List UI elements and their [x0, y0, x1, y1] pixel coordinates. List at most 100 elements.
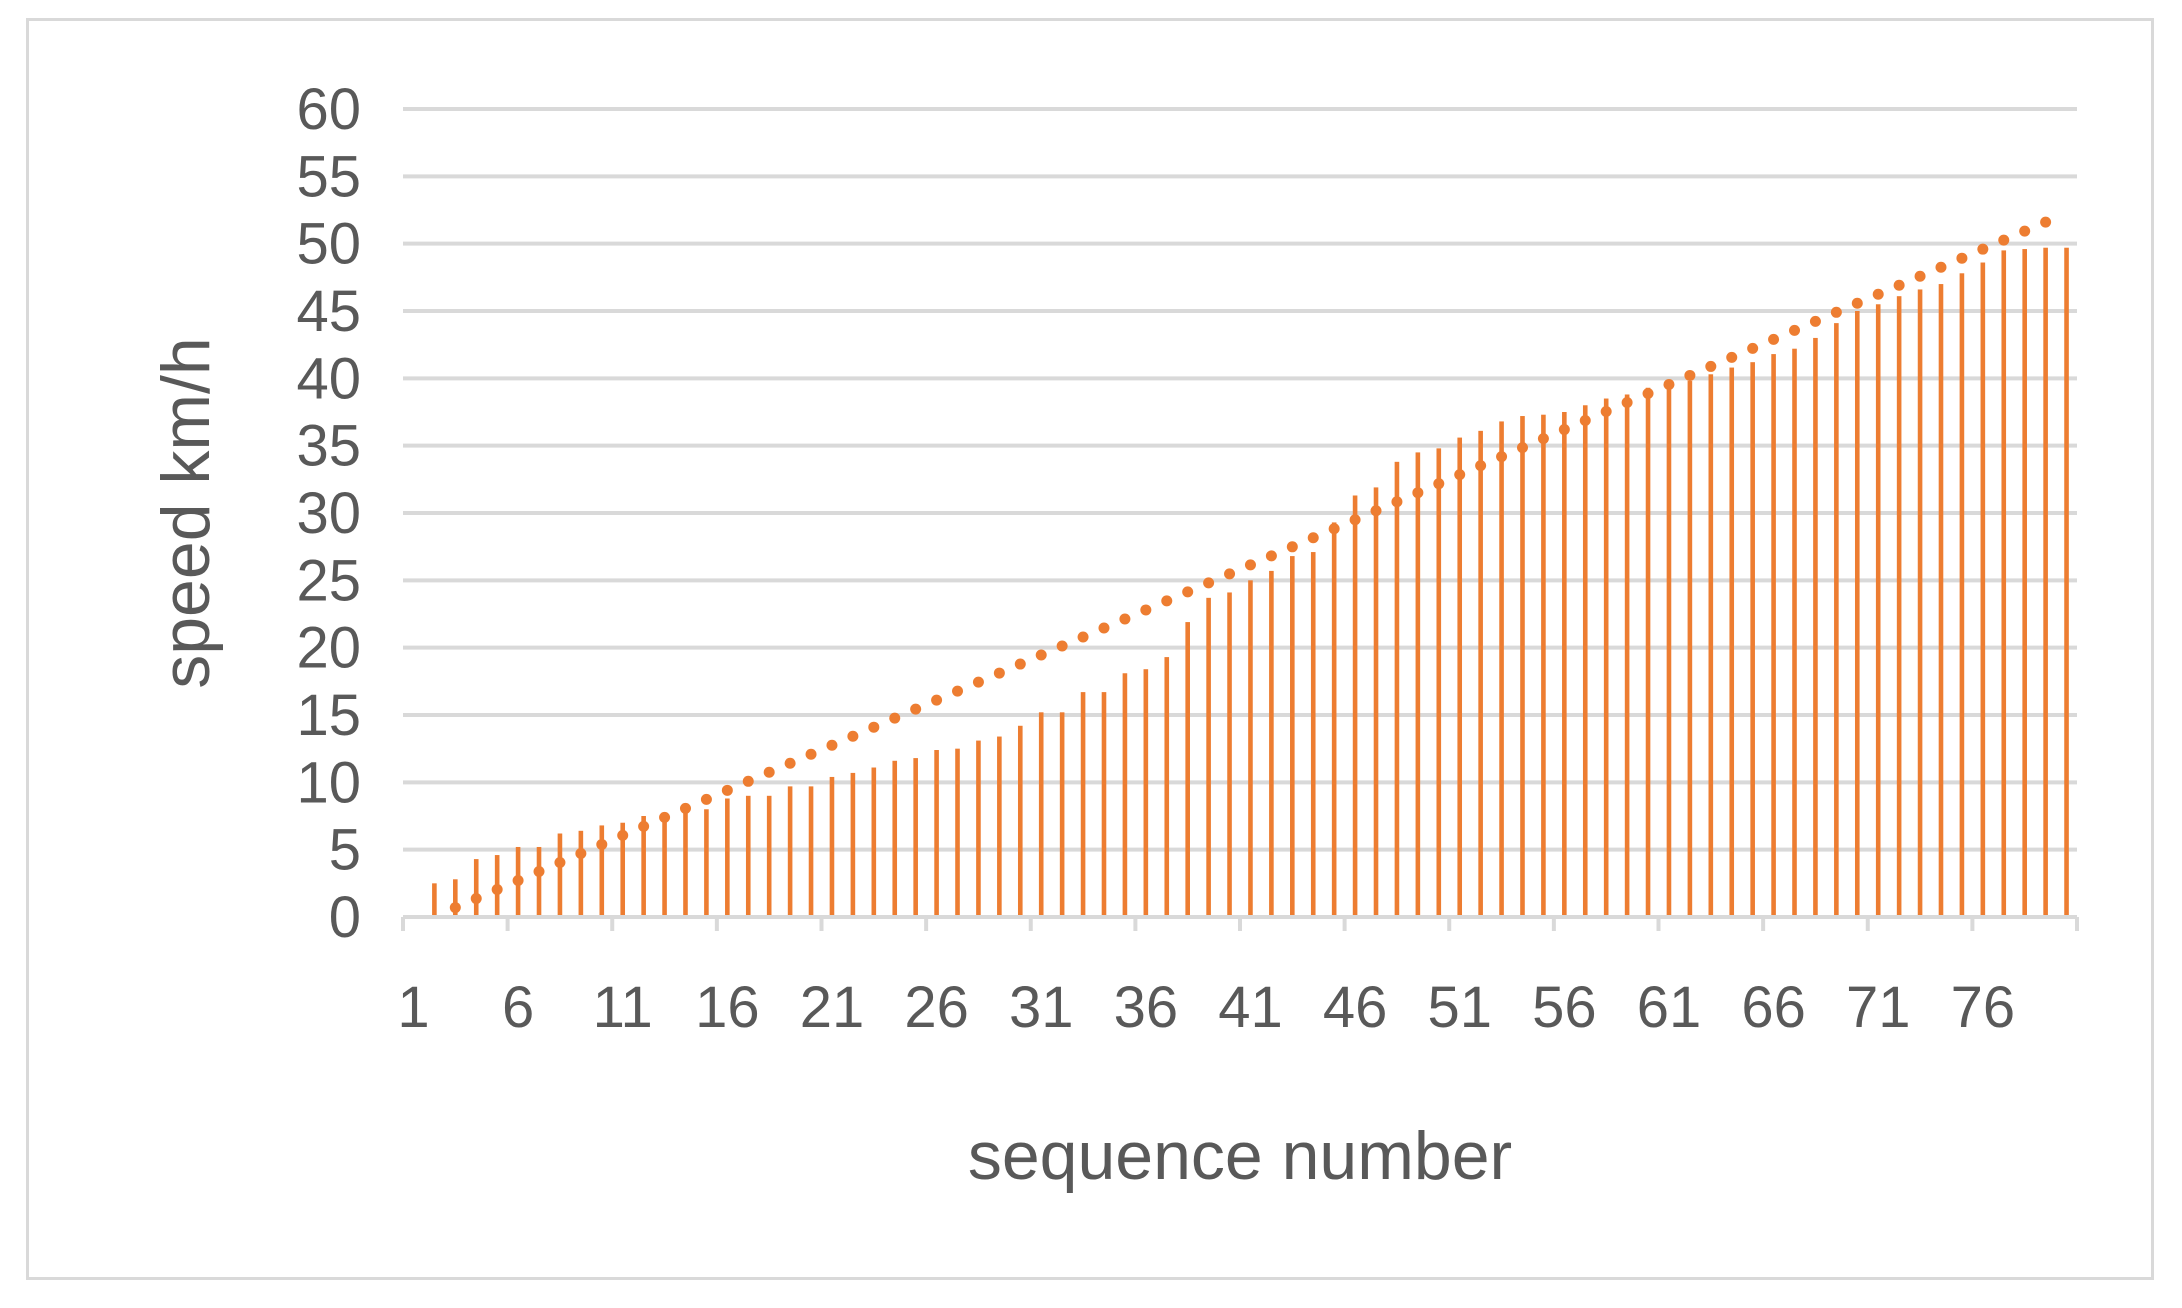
trend-point: [868, 721, 880, 733]
y-tick-label: 60: [296, 77, 361, 142]
bar: [1938, 284, 1944, 918]
bar: [578, 830, 584, 917]
bar: [1206, 597, 1211, 917]
trend-point: [1056, 640, 1068, 652]
trend-point: [1224, 568, 1236, 580]
bar: [1980, 262, 1986, 917]
trend-point: [1914, 270, 1926, 282]
trend-point: [742, 775, 754, 787]
bar: [1185, 622, 1190, 917]
y-tick-label: 45: [296, 279, 361, 344]
trend-point: [1244, 559, 1256, 571]
trend-point: [889, 712, 901, 724]
trend-point: [1663, 378, 1675, 390]
trend-point: [763, 766, 775, 778]
trend-point: [512, 875, 524, 887]
y-tick-label: 0: [329, 885, 361, 950]
bar: [1959, 273, 1965, 917]
x-tick-label: 21: [800, 975, 865, 1040]
trend-point: [1851, 297, 1863, 309]
bar: [620, 822, 626, 917]
trend-point: [805, 748, 817, 760]
bar: [1854, 311, 1860, 917]
axis-layer: [401, 915, 2079, 931]
bar: [2064, 247, 2069, 917]
trend-point: [1621, 397, 1633, 409]
y-tick-label: 30: [296, 481, 361, 546]
trend-point: [1872, 288, 1884, 300]
bar: [1101, 692, 1107, 917]
trend-point: [2040, 216, 2052, 228]
trend-point: [1935, 261, 1947, 273]
trend-point: [1537, 433, 1549, 445]
trend-point: [533, 865, 545, 877]
bar: [1771, 354, 1776, 917]
bar: [1038, 712, 1044, 917]
bar: [1520, 416, 1525, 917]
trend-point: [1893, 279, 1905, 291]
bar: [2043, 247, 2048, 917]
trend-point: [1726, 351, 1738, 363]
trend-point: [1789, 324, 1801, 336]
trend-point: [1558, 424, 1570, 436]
bar: [997, 736, 1002, 917]
y-tick-label: 25: [296, 548, 361, 613]
x-tick-label: 61: [1637, 975, 1702, 1040]
bar: [704, 809, 709, 917]
trend-point: [1684, 369, 1696, 381]
bar: [1896, 296, 1902, 918]
chart-frame: 0 5 10 15 20 25 30 35 40 45 50 55 60 1 6 11 16 21 26 31 36 41…: [26, 18, 2154, 1280]
x-tick-label: 71: [1846, 975, 1911, 1040]
y-tick-label: 55: [296, 144, 361, 209]
trend-point: [847, 730, 859, 742]
bar: [2022, 249, 2027, 917]
x-tick-label: 46: [1323, 975, 1388, 1040]
bar: [1080, 692, 1086, 917]
bar: [850, 772, 856, 917]
trend-point: [1412, 487, 1424, 499]
bar: [892, 760, 898, 917]
bar: [1269, 570, 1274, 917]
trend-point: [1809, 315, 1821, 327]
y-tick-label: 40: [296, 346, 361, 411]
trend-point: [1328, 523, 1340, 535]
bar: [1729, 367, 1735, 917]
trend-point: [1998, 234, 2010, 246]
bar: [913, 758, 918, 917]
trend-point: [1203, 577, 1215, 589]
x-tick-label: 16: [695, 975, 760, 1040]
bar: [2001, 250, 2007, 917]
bar: [1457, 437, 1463, 917]
trend-point: [1349, 514, 1361, 526]
bar: [683, 811, 688, 917]
trend-point: [1433, 478, 1445, 490]
bar: [1917, 289, 1923, 917]
bar: [829, 776, 835, 917]
bar: [1834, 323, 1839, 917]
bar: [1248, 580, 1253, 917]
trend-point: [679, 802, 691, 814]
bar: [1290, 556, 1295, 917]
x-tick-label: 31: [1009, 975, 1074, 1040]
trend-point: [449, 902, 461, 914]
x-tick-label: 76: [1951, 975, 2016, 1040]
bar: [453, 879, 458, 917]
bar: [1562, 412, 1567, 917]
bar: [1373, 487, 1379, 917]
bar: [1310, 552, 1316, 917]
bar: [432, 883, 437, 917]
bar: [599, 825, 605, 917]
bar: [1750, 362, 1755, 917]
trend-point: [910, 703, 922, 715]
bar: [1059, 712, 1065, 917]
trend-point: [700, 793, 712, 805]
bar: [871, 767, 877, 917]
trend-point: [1747, 342, 1759, 354]
bar: [787, 786, 793, 917]
trend-point: [1600, 406, 1612, 418]
trend-point: [1977, 243, 1989, 255]
x-tick-label: 51: [1427, 975, 1492, 1040]
bar: [1582, 405, 1588, 917]
trend-point: [1098, 622, 1110, 634]
